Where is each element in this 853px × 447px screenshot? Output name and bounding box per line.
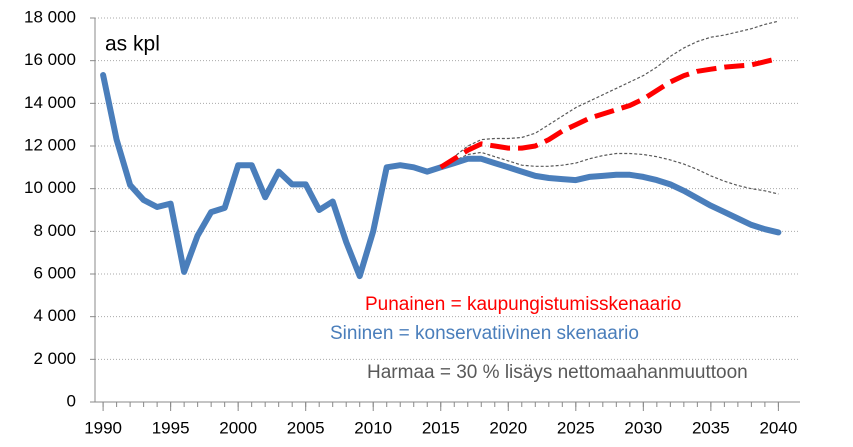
x-tick-label: 2015 [422,418,460,437]
x-tick-label: 2000 [219,418,257,437]
y-tick-label: 2 000 [33,349,76,368]
x-tick-label: 2030 [624,418,662,437]
y-tick-label: 14 000 [24,93,76,112]
y-tick-label: 8 000 [33,221,76,240]
y-tick-label: 6 000 [33,263,76,282]
y-tick-label: 18 000 [24,7,76,26]
annotation: Sininen = konservatiivinen skenaario [330,323,639,344]
x-tick-label: 1995 [152,418,190,437]
y-tick-label: 10 000 [24,178,76,197]
x-tick-label: 2035 [692,418,730,437]
series-line [100,72,782,280]
x-tick-label: 2040 [759,418,797,437]
series-line [439,56,779,170]
y-tick-label: 16 000 [24,50,76,69]
y-tick-label: 0 [67,391,76,410]
annotation: Harmaa = 30 % lisäys nettomaahanmuuttoon [367,362,748,383]
series-line [440,151,779,195]
y-tick-label: 12 000 [24,135,76,154]
series-line [440,20,779,168]
annotation: as kpl [105,33,160,56]
x-tick-label: 2005 [287,418,325,437]
x-tick-label: 1990 [84,418,122,437]
x-tick-label: 2025 [557,418,595,437]
y-tick-label: 4 000 [33,306,76,325]
x-tick-label: 2020 [489,418,527,437]
annotation: Punainen = kaupungistumisskenaario [365,294,681,315]
x-tick-label: 2010 [354,418,392,437]
